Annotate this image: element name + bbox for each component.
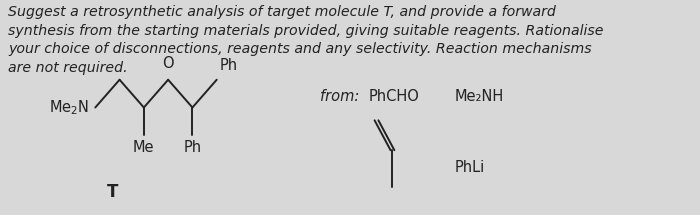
Text: Me₂NH: Me₂NH bbox=[454, 89, 504, 104]
Text: Suggest a retrosynthetic analysis of target molecule T, and provide a forward
sy: Suggest a retrosynthetic analysis of tar… bbox=[8, 5, 604, 75]
Text: PhLi: PhLi bbox=[454, 160, 484, 175]
Text: O: O bbox=[162, 56, 174, 71]
Text: Me$_2$N: Me$_2$N bbox=[48, 98, 89, 117]
Text: T: T bbox=[107, 183, 118, 201]
Text: Ph: Ph bbox=[183, 140, 202, 155]
Text: from:: from: bbox=[320, 89, 360, 104]
Text: PhCHO: PhCHO bbox=[368, 89, 419, 104]
Text: Ph: Ph bbox=[220, 58, 238, 73]
Text: Me: Me bbox=[133, 140, 155, 155]
